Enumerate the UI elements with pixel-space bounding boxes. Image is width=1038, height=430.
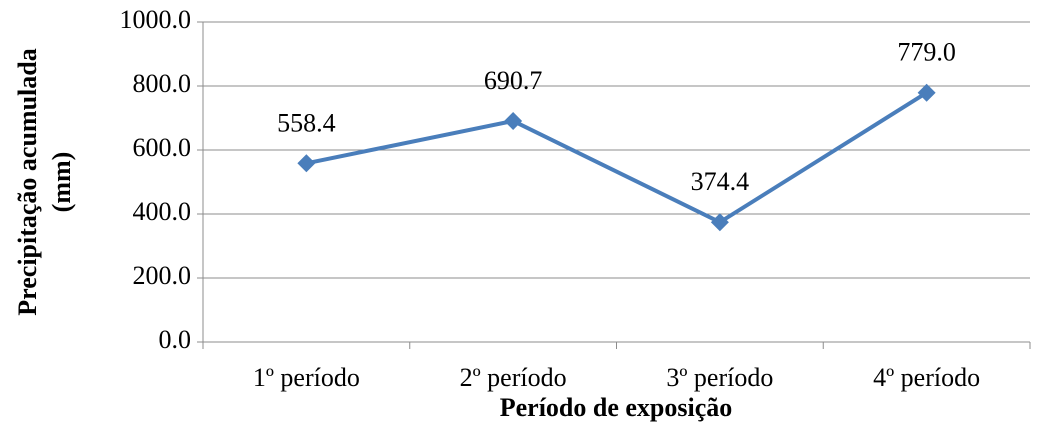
y-tick-label: 0.0 — [159, 325, 192, 354]
y-tick-label: 400.0 — [133, 197, 192, 226]
x-tick-label: 3º período — [666, 363, 773, 392]
x-tick-label: 1º período — [253, 363, 360, 392]
y-tick-label: 200.0 — [133, 261, 192, 290]
marker — [710, 213, 729, 232]
marker — [504, 111, 523, 130]
y-tick-label: 600.0 — [133, 133, 192, 162]
marker — [297, 154, 316, 173]
x-axis-title: Período de exposição — [500, 393, 733, 422]
y-tick-label: 1000.0 — [120, 5, 192, 34]
data-label: 558.4 — [277, 108, 336, 137]
y-axis-title: Precipitação acumulada — [13, 48, 42, 315]
data-label: 779.0 — [897, 38, 956, 67]
data-label: 690.7 — [484, 66, 543, 95]
y-axis-title: (mm) — [47, 152, 76, 213]
data-label: 374.4 — [691, 167, 750, 196]
x-tick-label: 4º período — [873, 363, 980, 392]
line — [305, 91, 928, 225]
marker — [917, 83, 936, 102]
x-tick-label: 2º período — [460, 363, 567, 392]
y-tick-label: 800.0 — [133, 69, 192, 98]
